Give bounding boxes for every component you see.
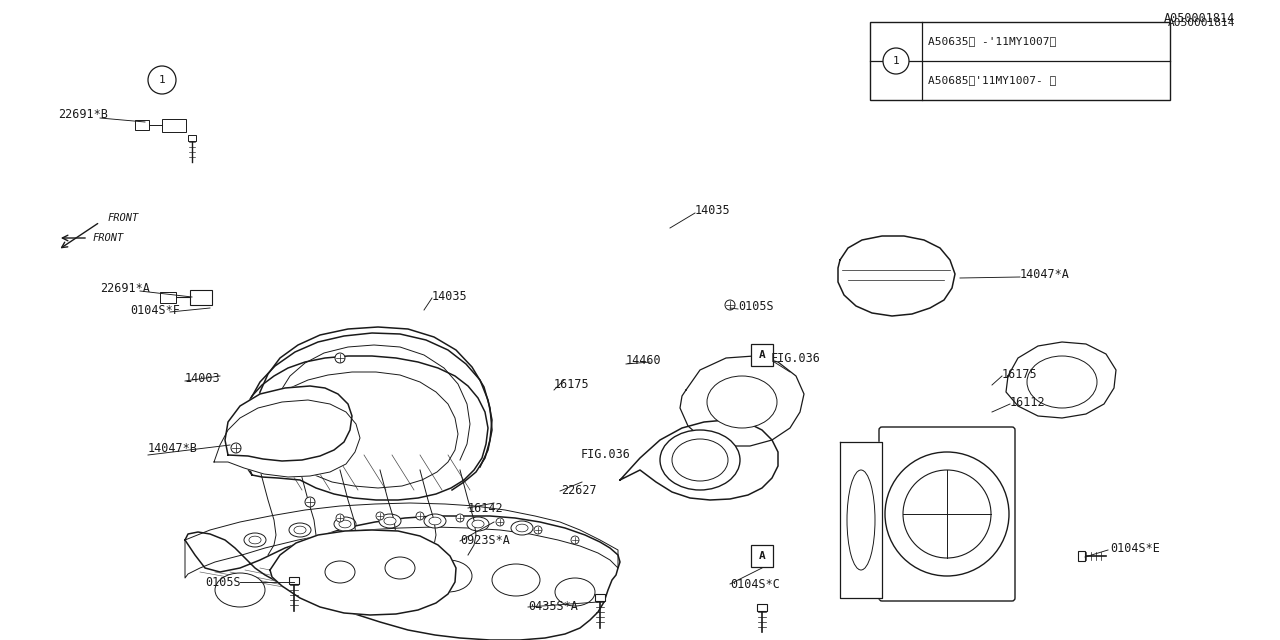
Text: A: A	[759, 350, 765, 360]
Bar	[160, 292, 177, 303]
Text: 22627: 22627	[561, 484, 596, 497]
Text: A50635〈 -'11MY1007〉: A50635〈 -'11MY1007〉	[928, 36, 1056, 47]
Circle shape	[148, 66, 177, 94]
Text: 1: 1	[892, 56, 900, 66]
Ellipse shape	[294, 526, 306, 534]
Bar	[595, 594, 605, 601]
Ellipse shape	[472, 520, 484, 528]
Text: 0923S*A: 0923S*A	[460, 534, 509, 547]
Circle shape	[534, 526, 541, 534]
Text: 0105S: 0105S	[739, 301, 773, 314]
Ellipse shape	[244, 533, 266, 547]
Text: FRONT: FRONT	[108, 213, 140, 223]
Bar	[751, 344, 773, 366]
Ellipse shape	[707, 376, 777, 428]
Text: FRONT: FRONT	[93, 233, 124, 243]
Ellipse shape	[289, 523, 311, 537]
Text: 1: 1	[159, 75, 165, 85]
Text: FIG.036: FIG.036	[771, 351, 820, 365]
Polygon shape	[680, 356, 804, 446]
Text: 16112: 16112	[1010, 396, 1046, 408]
Text: A050001814: A050001814	[1164, 12, 1235, 24]
Polygon shape	[1006, 342, 1116, 418]
Text: 14035: 14035	[695, 204, 731, 216]
Ellipse shape	[334, 517, 356, 531]
Polygon shape	[840, 442, 882, 598]
Text: A50685〈'11MY1007- 〉: A50685〈'11MY1007- 〉	[928, 76, 1056, 86]
Circle shape	[884, 452, 1009, 576]
Bar	[1078, 551, 1085, 561]
Circle shape	[883, 48, 909, 74]
Ellipse shape	[672, 439, 728, 481]
Text: 14003: 14003	[186, 372, 220, 385]
Text: 22691*A: 22691*A	[100, 282, 150, 296]
Bar	[751, 545, 773, 567]
Bar	[134, 120, 148, 130]
Circle shape	[724, 300, 735, 310]
Text: 0104S*F: 0104S*F	[131, 303, 180, 317]
Ellipse shape	[492, 564, 540, 596]
Text: 22691*B: 22691*B	[58, 109, 108, 122]
Circle shape	[497, 518, 504, 526]
Ellipse shape	[511, 521, 532, 535]
Text: 0104S*C: 0104S*C	[730, 577, 780, 591]
Polygon shape	[225, 386, 352, 461]
Ellipse shape	[429, 517, 442, 525]
Ellipse shape	[660, 430, 740, 490]
Ellipse shape	[1027, 356, 1097, 408]
Text: A: A	[759, 551, 765, 561]
Text: A050001814: A050001814	[1167, 18, 1235, 28]
Circle shape	[335, 514, 344, 522]
Text: 16142: 16142	[468, 502, 503, 515]
Ellipse shape	[215, 573, 265, 607]
Polygon shape	[238, 356, 488, 500]
Bar	[756, 604, 767, 611]
FancyBboxPatch shape	[879, 427, 1015, 601]
Bar	[189, 290, 212, 305]
Text: 16175: 16175	[1002, 367, 1038, 381]
Bar	[289, 577, 300, 584]
Ellipse shape	[379, 514, 401, 528]
Ellipse shape	[847, 470, 876, 570]
Bar	[188, 135, 196, 141]
Ellipse shape	[339, 520, 351, 528]
Ellipse shape	[556, 578, 595, 606]
Ellipse shape	[424, 560, 472, 592]
Polygon shape	[270, 530, 456, 615]
Polygon shape	[838, 236, 955, 316]
Polygon shape	[186, 503, 618, 578]
Circle shape	[376, 512, 384, 520]
Ellipse shape	[285, 564, 334, 596]
Ellipse shape	[325, 561, 355, 583]
Text: 16175: 16175	[554, 378, 590, 392]
Text: 0435S*A: 0435S*A	[529, 600, 577, 614]
Circle shape	[305, 497, 315, 507]
Ellipse shape	[467, 517, 489, 531]
Ellipse shape	[516, 524, 529, 532]
Ellipse shape	[385, 557, 415, 579]
Circle shape	[571, 536, 579, 544]
Text: 14047*B: 14047*B	[148, 442, 198, 456]
Circle shape	[456, 514, 465, 522]
Text: 0105S: 0105S	[205, 575, 241, 589]
Circle shape	[230, 443, 241, 453]
Ellipse shape	[384, 517, 396, 525]
Text: FIG.036: FIG.036	[581, 449, 631, 461]
Ellipse shape	[248, 536, 261, 544]
Bar	[163, 119, 186, 132]
Ellipse shape	[356, 560, 404, 592]
Polygon shape	[214, 400, 360, 477]
Text: 14035: 14035	[433, 289, 467, 303]
Text: 14047*A: 14047*A	[1020, 269, 1070, 282]
Bar	[870, 22, 1170, 100]
Circle shape	[416, 512, 424, 520]
Text: 0104S*E: 0104S*E	[1110, 541, 1160, 554]
Circle shape	[902, 470, 991, 558]
Polygon shape	[620, 420, 778, 500]
Ellipse shape	[424, 514, 445, 528]
Text: 14460: 14460	[626, 353, 662, 367]
Circle shape	[335, 353, 346, 363]
